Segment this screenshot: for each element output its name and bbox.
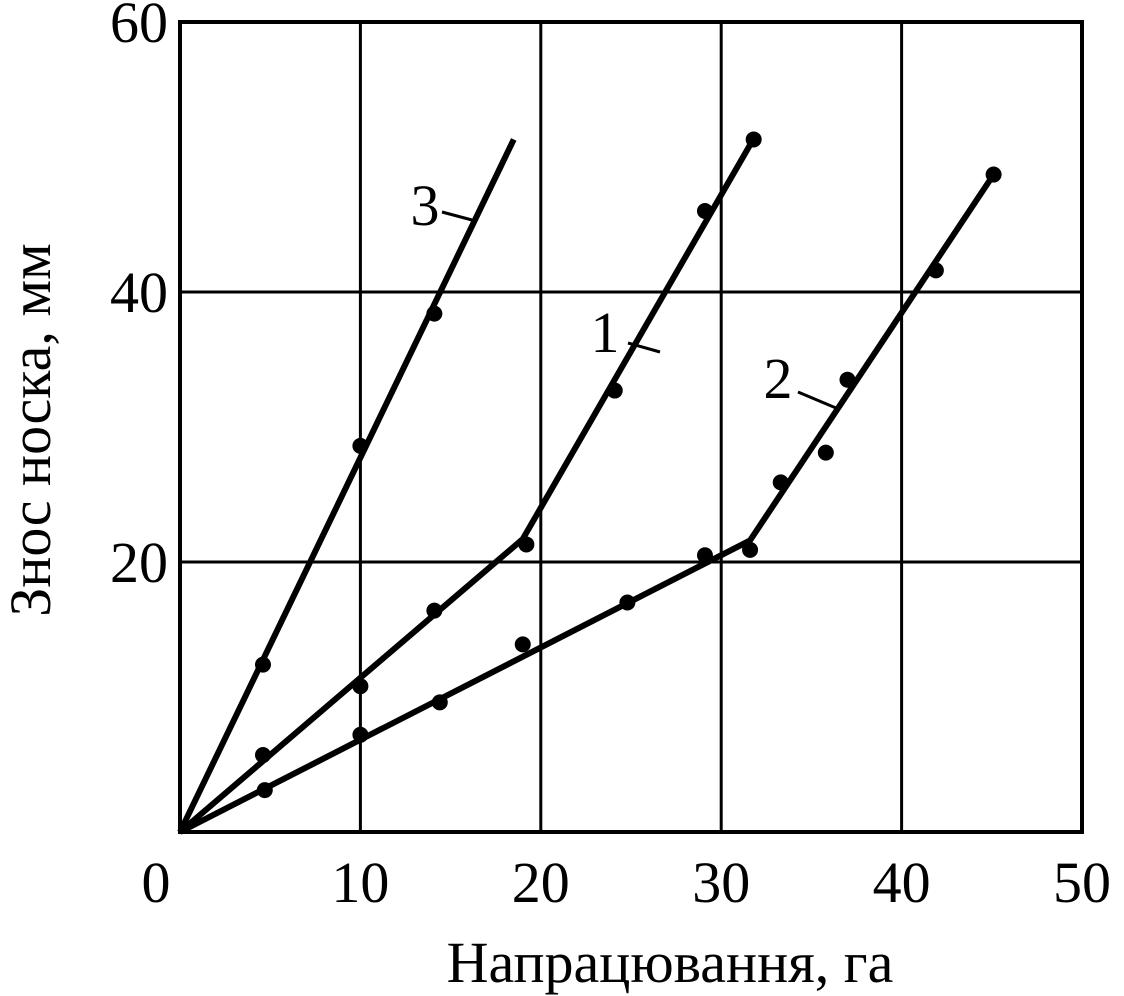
- data-point: [742, 541, 759, 558]
- data-point: [352, 678, 369, 695]
- data-point: [518, 536, 535, 553]
- fit-line: [177, 138, 517, 834]
- x-tick-label: 50: [1053, 850, 1111, 915]
- data-point: [514, 636, 531, 653]
- label-leader: [627, 341, 661, 354]
- fit-line: [178, 143, 753, 835]
- fit-line: [178, 175, 995, 835]
- label-leader: [441, 210, 473, 222]
- data-point: [256, 782, 273, 799]
- y-tick-label: 20: [110, 530, 168, 595]
- data-point: [352, 726, 369, 743]
- y-axis-label: Знос носка, мм: [0, 243, 63, 616]
- data-point: [426, 305, 443, 322]
- data-point: [772, 474, 789, 491]
- data-point: [352, 437, 369, 454]
- x-tick-label: 0: [142, 850, 171, 915]
- data-point: [696, 203, 713, 219]
- data-point: [426, 602, 443, 619]
- data-point: [696, 547, 713, 564]
- data-point: [985, 166, 1002, 183]
- data-point: [431, 694, 448, 711]
- x-tick-label: 10: [331, 850, 389, 915]
- data-point: [619, 594, 636, 611]
- data-point: [745, 131, 762, 148]
- plot-frame: [178, 20, 1084, 834]
- series-label: 2: [764, 346, 793, 411]
- x-tick-label: 40: [873, 850, 931, 915]
- y-tick-label: 40: [110, 260, 168, 325]
- data-point: [254, 747, 271, 764]
- label-leader: [797, 390, 837, 410]
- series-label: 3: [411, 173, 440, 238]
- y-tick-label: 60: [110, 0, 168, 55]
- series-label: 1: [591, 300, 620, 365]
- data-point: [839, 371, 856, 388]
- data-point: [606, 382, 623, 399]
- x-tick-label: 20: [512, 850, 570, 915]
- data-point: [254, 656, 271, 673]
- x-tick-label: 30: [692, 850, 750, 915]
- data-point: [927, 262, 944, 279]
- x-axis-label: Напрацювання, га: [447, 930, 894, 995]
- data-point: [817, 444, 834, 461]
